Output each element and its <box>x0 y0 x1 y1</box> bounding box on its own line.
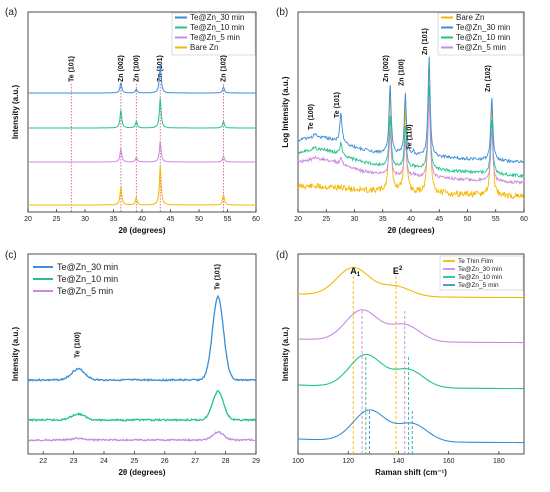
panel-b-label: (b) <box>276 7 288 18</box>
panel-a-x-tick-label: 30 <box>81 216 89 223</box>
panel-d-mode-label: E2 <box>393 266 403 276</box>
panel-c-x-tick-label: 25 <box>131 458 139 465</box>
panel-b-x-tick-label: 60 <box>520 216 528 223</box>
panel-c-peak-label: Te (100) <box>75 332 82 358</box>
panel-a-x-tick-label: 50 <box>195 216 203 223</box>
panel-b-x-tick-label: 35 <box>379 216 387 223</box>
panel-b-x-tick-label: 40 <box>407 216 415 223</box>
panel-c-peak-label: Te (101) <box>214 264 221 290</box>
panel-b-x-tick-label: 30 <box>351 216 359 223</box>
panel-b-legend-label: Te@Zn_30 min <box>456 23 510 32</box>
panel-a-peak-label: Te (101) <box>68 56 75 82</box>
panel-b-x-tick-label: 50 <box>464 216 472 223</box>
panel-b-peak-label: Te (101) <box>334 92 341 118</box>
panel-a-x-axis-title: 2θ (degrees) <box>118 226 165 235</box>
panel-c-x-tick-label: 29 <box>252 458 260 465</box>
panel-b-x-tick-label: 25 <box>322 216 330 223</box>
panel-b-series-line <box>297 56 525 200</box>
panel-a-label: (a) <box>5 7 17 18</box>
panel-c-x-tick-label: 27 <box>191 458 199 465</box>
panel-b-legend-label: Te@Zn_5 min <box>456 43 506 52</box>
panel-b-series-line <box>297 85 525 179</box>
panel-c-series-line <box>27 389 257 422</box>
panel-b-legend-label: Bare Zn <box>456 13 484 22</box>
panel-a: (a)Te (101) Zn (002) Zn (100) Zn (101) Zn (1… <box>5 7 260 235</box>
panel-c-x-axis-title: 2θ (degrees) <box>118 468 165 477</box>
panel-a-peak-label: Zn (102) <box>221 55 228 82</box>
panel-a-x-tick-label: 40 <box>138 216 146 223</box>
panel-d-series-line <box>298 353 524 390</box>
panel-d-x-axis-title: Raman shift (cm⁻¹) <box>375 468 447 477</box>
panel-b-x-tick-label: 55 <box>492 216 500 223</box>
panel-d-x-tick-label: 120 <box>342 458 354 465</box>
panel-c-x-tick-label: 28 <box>222 458 230 465</box>
panel-d-mode-label: A1 <box>350 266 361 278</box>
panel-d-plot-frame <box>297 253 525 455</box>
panel-d-y-axis-title: Intensity (a.u.) <box>281 327 290 382</box>
panel-c-legend-label: Te@Zn_10 min <box>57 274 118 284</box>
panel-c-series-line <box>27 430 257 442</box>
panel-a-x-tick-label: 35 <box>110 216 118 223</box>
panel-d-x-tick-label: 100 <box>292 458 304 465</box>
panel-b-series-line <box>297 56 525 164</box>
panel-a-legend-label: Bare Zn <box>190 43 218 52</box>
panel-b: (b) Te (100) Te (101) Zn (002) Zn (100) Te (1… <box>276 7 528 235</box>
panel-b-peak-label: Te (100) <box>308 104 315 130</box>
panel-a-legend-label: Te@Zn_10 min <box>190 23 244 32</box>
panel-a-legend-label: Te@Zn_30 min <box>190 13 244 22</box>
panel-b-x-tick-label: 45 <box>435 216 443 223</box>
panel-c-legend-label: Te@Zn_5 min <box>57 286 113 296</box>
panel-a-x-tick-label: 45 <box>167 216 175 223</box>
panel-a-x-tick-label: 20 <box>24 216 32 223</box>
panel-c-x-tick-label: 24 <box>100 458 108 465</box>
panel-a-legend-label: Te@Zn_5 min <box>190 33 240 42</box>
panel-b-legend-label: Te@Zn_10 min <box>456 33 510 42</box>
panel-a-series-line <box>28 140 256 163</box>
panel-a-peak-label: Zn (002) <box>118 55 125 82</box>
panel-b-x-tick-label: 20 <box>294 216 302 223</box>
panel-c-y-axis-title: Intensity (a.u.) <box>11 327 20 382</box>
panel-b-peak-label: Zn (100) <box>398 59 405 86</box>
panel-a-peak-label: Zn (100) <box>133 55 140 82</box>
panel-c: (c) Te (100) Te (101) Te@Zn_30 min Te@Zn_10 … <box>5 250 260 477</box>
panel-c-x-tick-label: 26 <box>161 458 169 465</box>
panel-d-series-line <box>298 266 524 299</box>
panel-d-x-tick-label: 160 <box>443 458 455 465</box>
panel-a-series-line <box>28 64 256 94</box>
panel-c-series-line <box>27 294 257 382</box>
panel-a-x-tick-label: 55 <box>224 216 232 223</box>
panel-d-legend-label: Te Thin Film <box>458 258 493 265</box>
panel-c-x-tick-label: 22 <box>39 458 47 465</box>
panel-b-peak-label: Zn (102) <box>485 65 492 92</box>
panel-d-series-line <box>298 309 524 344</box>
panel-a-series-line <box>28 97 256 129</box>
panel-a-series-line <box>28 165 256 206</box>
panel-d-label: (d) <box>276 250 288 261</box>
panel-d-legend-label: Te@Zn_30 min <box>458 266 503 273</box>
panel-b-x-axis-title: 2θ (degrees) <box>387 226 434 235</box>
panel-c-plot-frame <box>27 253 257 455</box>
panel-c-x-tick-label: 23 <box>70 458 78 465</box>
panel-d-x-tick-label: 180 <box>493 458 505 465</box>
panel-d-series-line <box>298 409 524 444</box>
panel-d-legend-label: Te@Zn_10 min <box>458 274 503 281</box>
panel-d-legend-label: Te@Zn_5 min <box>458 282 499 289</box>
panel-b-peak-label: Te (110) <box>406 124 413 150</box>
panel-c-legend-label: Te@Zn_30 min <box>57 262 118 272</box>
panel-a-x-tick-label: 60 <box>252 216 260 223</box>
panel-b-y-axis-title: Log Intensity (a.u.) <box>281 76 290 147</box>
panel-c-label: (c) <box>5 250 17 261</box>
panel-b-series-line <box>297 96 525 186</box>
panel-b-peak-label: Zn (002) <box>383 55 390 82</box>
panel-b-peak-label: Zn (101) <box>422 28 429 55</box>
panel-c-legend: Te@Zn_30 min Te@Zn_10 min Te@Zn_5 min <box>33 262 118 296</box>
panel-a-x-tick-label: 25 <box>53 216 61 223</box>
panel-d-x-tick-label: 140 <box>393 458 405 465</box>
panel-a-y-axis-title: Intensity (a.u.) <box>11 85 20 140</box>
